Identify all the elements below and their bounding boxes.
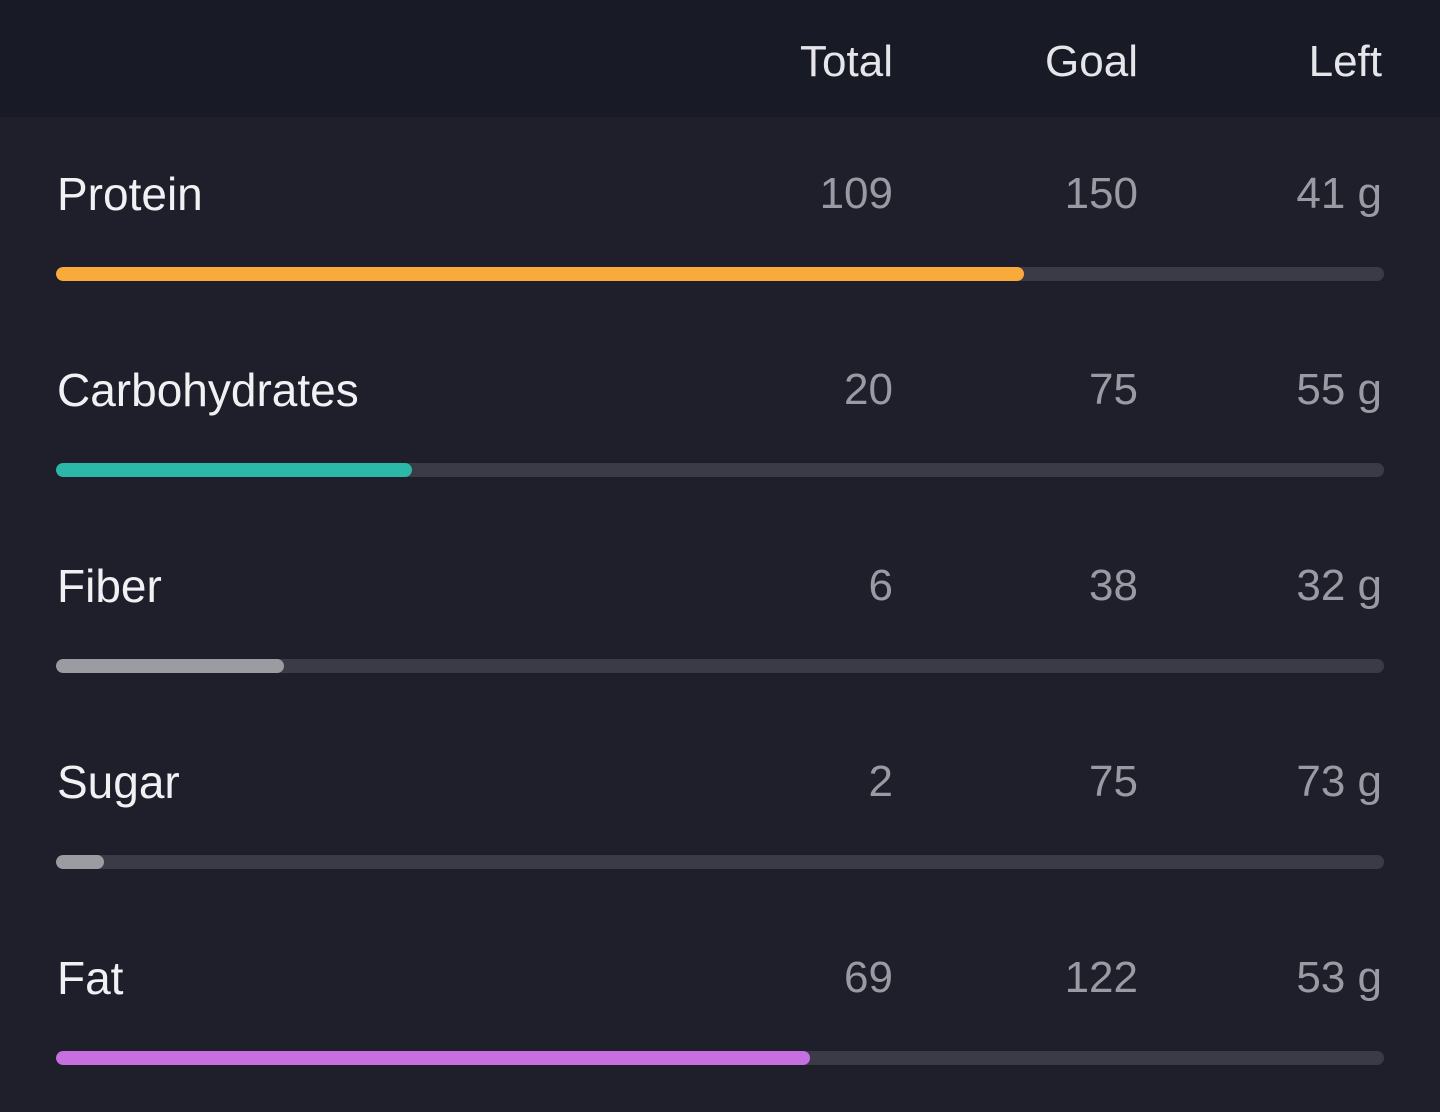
- progress-track: [56, 267, 1384, 281]
- nutrient-total: 20: [844, 365, 893, 414]
- progress-track: [56, 855, 1384, 869]
- progress-track: [56, 659, 1384, 673]
- nutrient-row-fat[interactable]: Fat 69 122 53 g: [0, 901, 1440, 1097]
- left-column-header: Left: [1308, 37, 1382, 86]
- nutrient-left: 55 g: [1296, 365, 1382, 414]
- nutrient-left: 41 g: [1296, 169, 1382, 218]
- goal-column-header: Goal: [1045, 37, 1138, 86]
- progress-fill: [56, 855, 104, 869]
- nutrient-total: 6: [868, 561, 893, 610]
- progress-track: [56, 463, 1384, 477]
- nutrient-left: 32 g: [1296, 561, 1382, 610]
- nutrient-goal: 122: [1064, 953, 1138, 1002]
- nutrient-row-protein[interactable]: Protein 109 150 41 g: [0, 117, 1440, 313]
- nutrient-name: Sugar: [57, 756, 180, 808]
- nutrient-goal: 75: [1089, 757, 1138, 806]
- nutrient-left: 53 g: [1296, 953, 1382, 1002]
- nutrient-goal: 150: [1064, 169, 1138, 218]
- total-column-header: Total: [800, 37, 893, 86]
- nutrient-row-fiber[interactable]: Fiber 6 38 32 g: [0, 509, 1440, 705]
- nutrient-goal: 75: [1089, 365, 1138, 414]
- nutrient-total: 2: [868, 757, 893, 806]
- progress-track: [56, 1051, 1384, 1065]
- progress-fill: [56, 463, 412, 477]
- nutrient-row-carbohydrates[interactable]: Carbohydrates 20 75 55 g: [0, 313, 1440, 509]
- nutrient-goal: 38: [1089, 561, 1138, 610]
- nutrient-row-sugar[interactable]: Sugar 2 75 73 g: [0, 705, 1440, 901]
- nutrient-name: Fat: [57, 952, 124, 1004]
- nutrient-total: 69: [844, 953, 893, 1002]
- nutrient-total: 109: [819, 169, 893, 218]
- progress-fill: [56, 659, 285, 673]
- progress-fill: [56, 267, 1025, 281]
- nutrient-left: 73 g: [1296, 757, 1382, 806]
- table-header: Total Goal Left: [0, 0, 1440, 117]
- nutrient-name: Carbohydrates: [57, 364, 359, 416]
- progress-fill: [56, 1051, 811, 1065]
- nutrient-name: Fiber: [57, 560, 162, 612]
- nutrient-name: Protein: [57, 168, 203, 220]
